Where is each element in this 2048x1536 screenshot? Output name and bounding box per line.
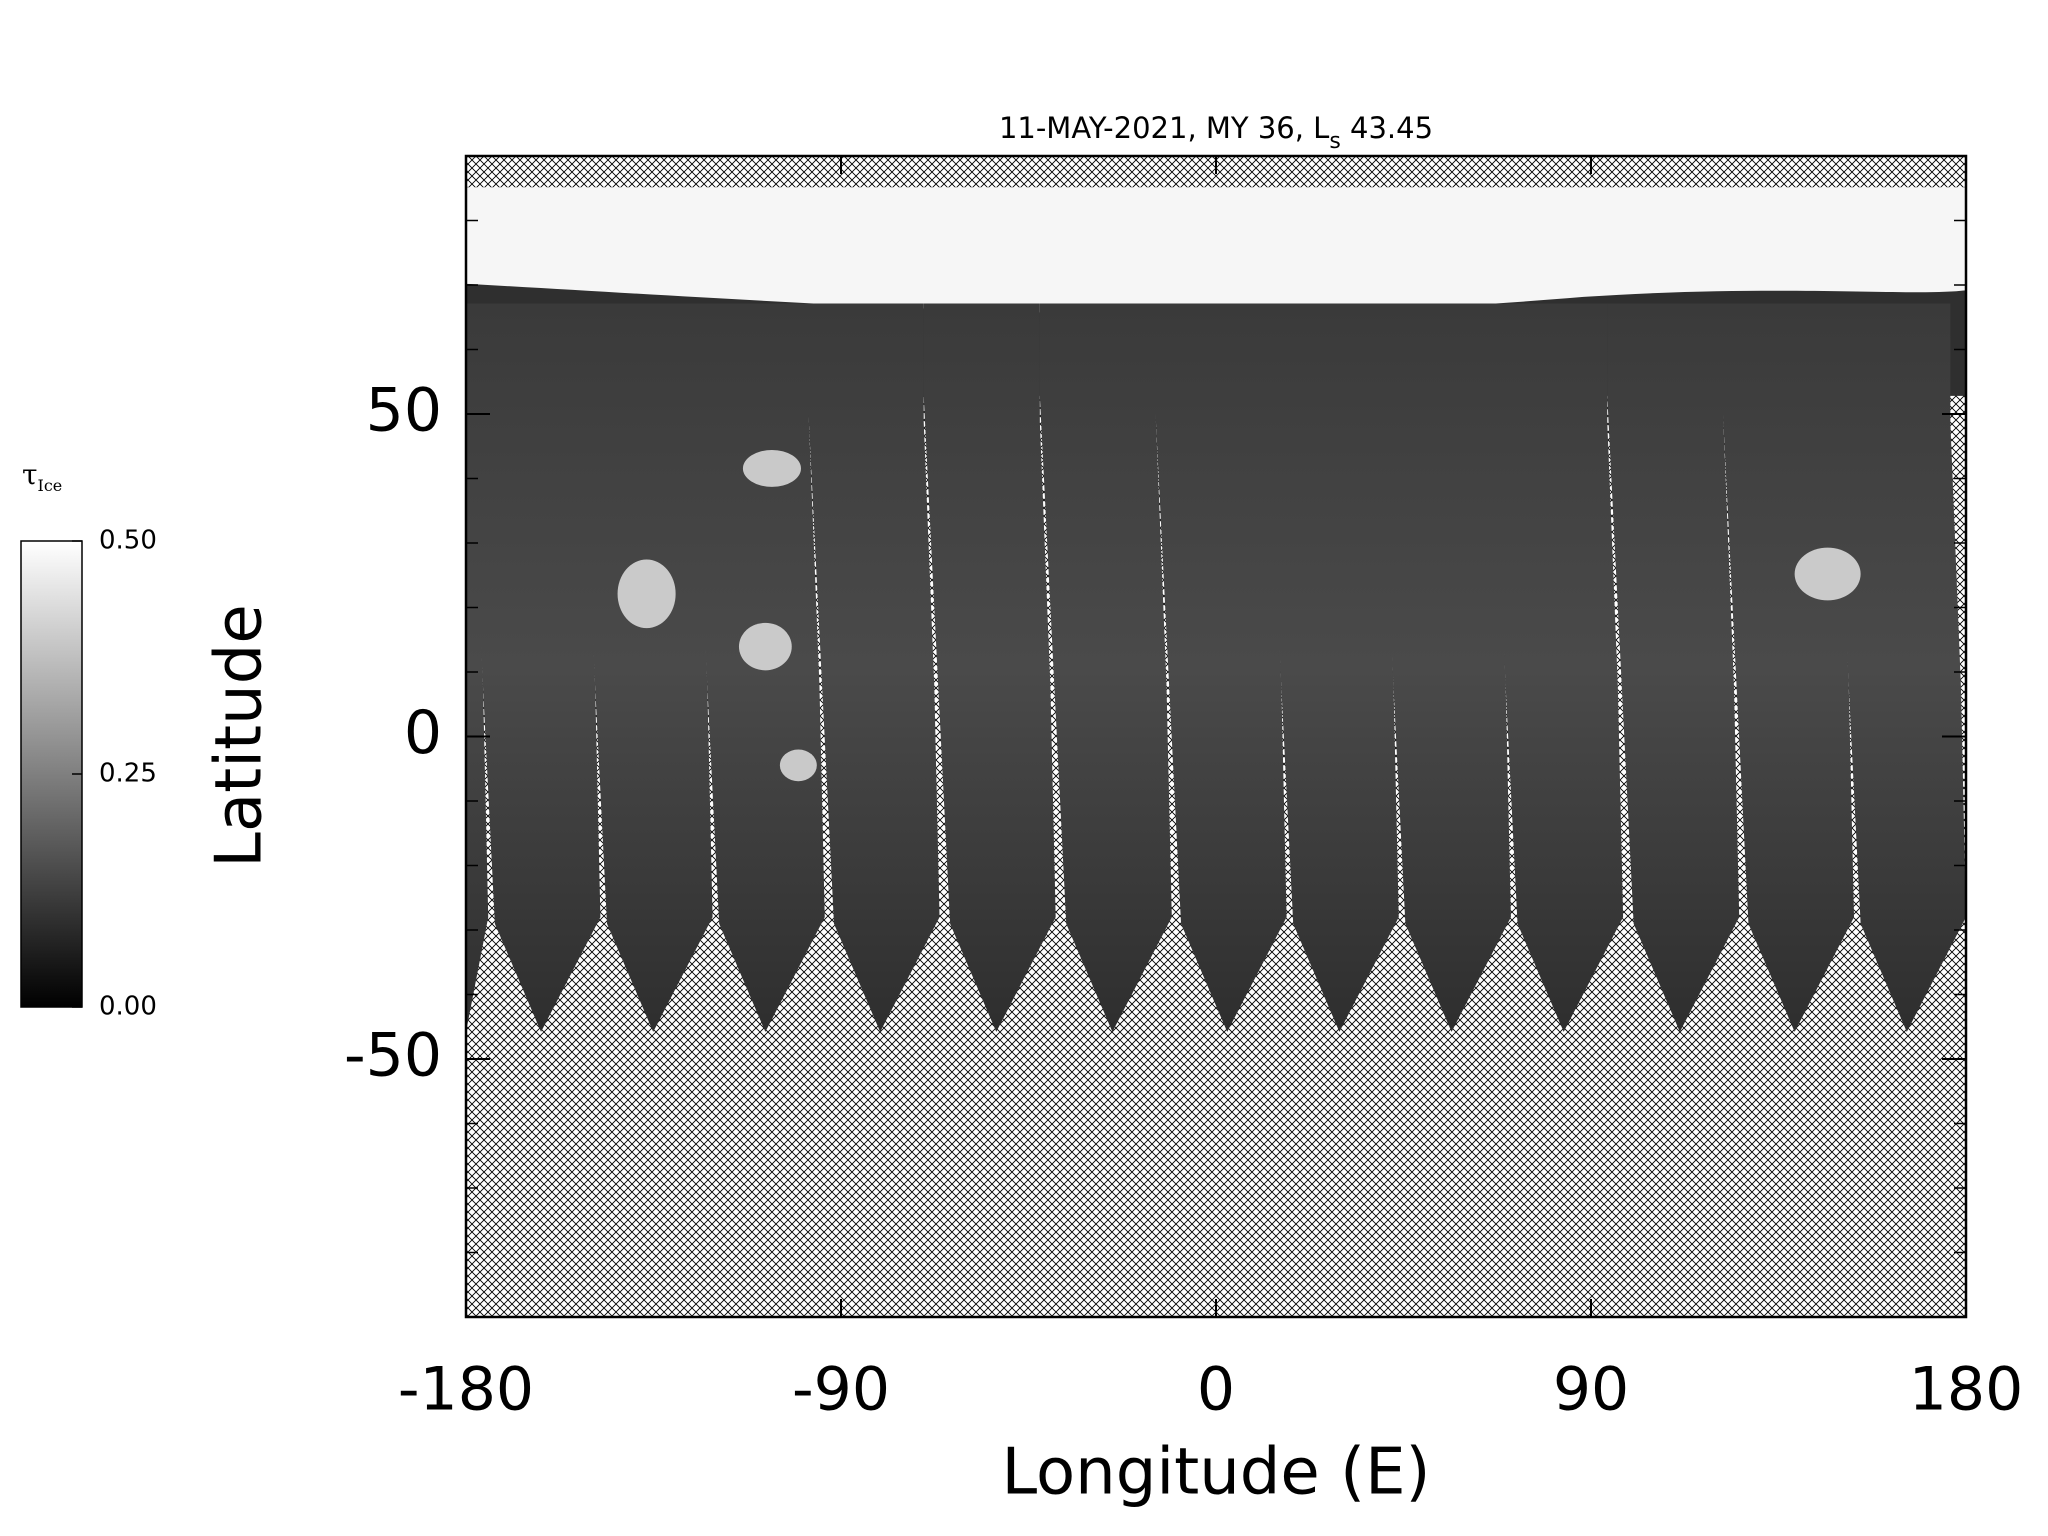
x-axis-label: Longitude (E) [1001, 1436, 1430, 1510]
title-subscript: s [1329, 129, 1340, 154]
x-tick-label: -90 [792, 1355, 890, 1425]
colorbar-label: τIce [22, 458, 62, 495]
y-tick-label: 0 [404, 698, 442, 768]
y-tick-label: -50 [344, 1021, 442, 1091]
cloud [617, 559, 676, 629]
swath [1607, 303, 1740, 1032]
swath [580, 303, 713, 1032]
swath [1722, 303, 1855, 1032]
x-tick-label: 0 [1197, 1355, 1235, 1425]
colorbar-subscript: Ice [38, 476, 63, 495]
cloud [779, 749, 817, 782]
swath [1266, 303, 1399, 1032]
swath [1491, 303, 1624, 1032]
polar-cap-edge [466, 187, 1966, 315]
swath [923, 303, 1056, 1032]
swath [466, 303, 489, 1032]
colorbar-tick-label: 0.00 [99, 992, 157, 1022]
map-plot [466, 156, 1966, 1317]
x-tick-label: 180 [1909, 1355, 2024, 1425]
colorbar-tick-label: 0.50 [99, 526, 157, 556]
swath [468, 303, 601, 1032]
cloud [738, 622, 792, 671]
colorbar-tick-label: 0.25 [99, 759, 157, 789]
x-tick-label: -180 [398, 1355, 534, 1425]
swath [807, 303, 940, 1032]
swath [1378, 303, 1511, 1032]
y-axis-label: Latitude [203, 604, 277, 867]
cloud [742, 449, 801, 487]
swath [1834, 303, 1966, 1032]
title-text: 43.45 [1341, 111, 1433, 145]
cloud [1794, 547, 1861, 601]
swath [1039, 303, 1172, 1032]
colorbar-symbol: τ [22, 458, 38, 491]
y-tick-label: 50 [366, 376, 442, 446]
title-text: 11-MAY-2021, MY 36, L [999, 111, 1329, 145]
colorbar [20, 540, 83, 1008]
swath [1154, 303, 1287, 1032]
x-tick-label: 90 [1553, 1355, 1629, 1425]
chart-title: 11-MAY-2021, MY 36, Ls 43.45 [999, 111, 1433, 154]
